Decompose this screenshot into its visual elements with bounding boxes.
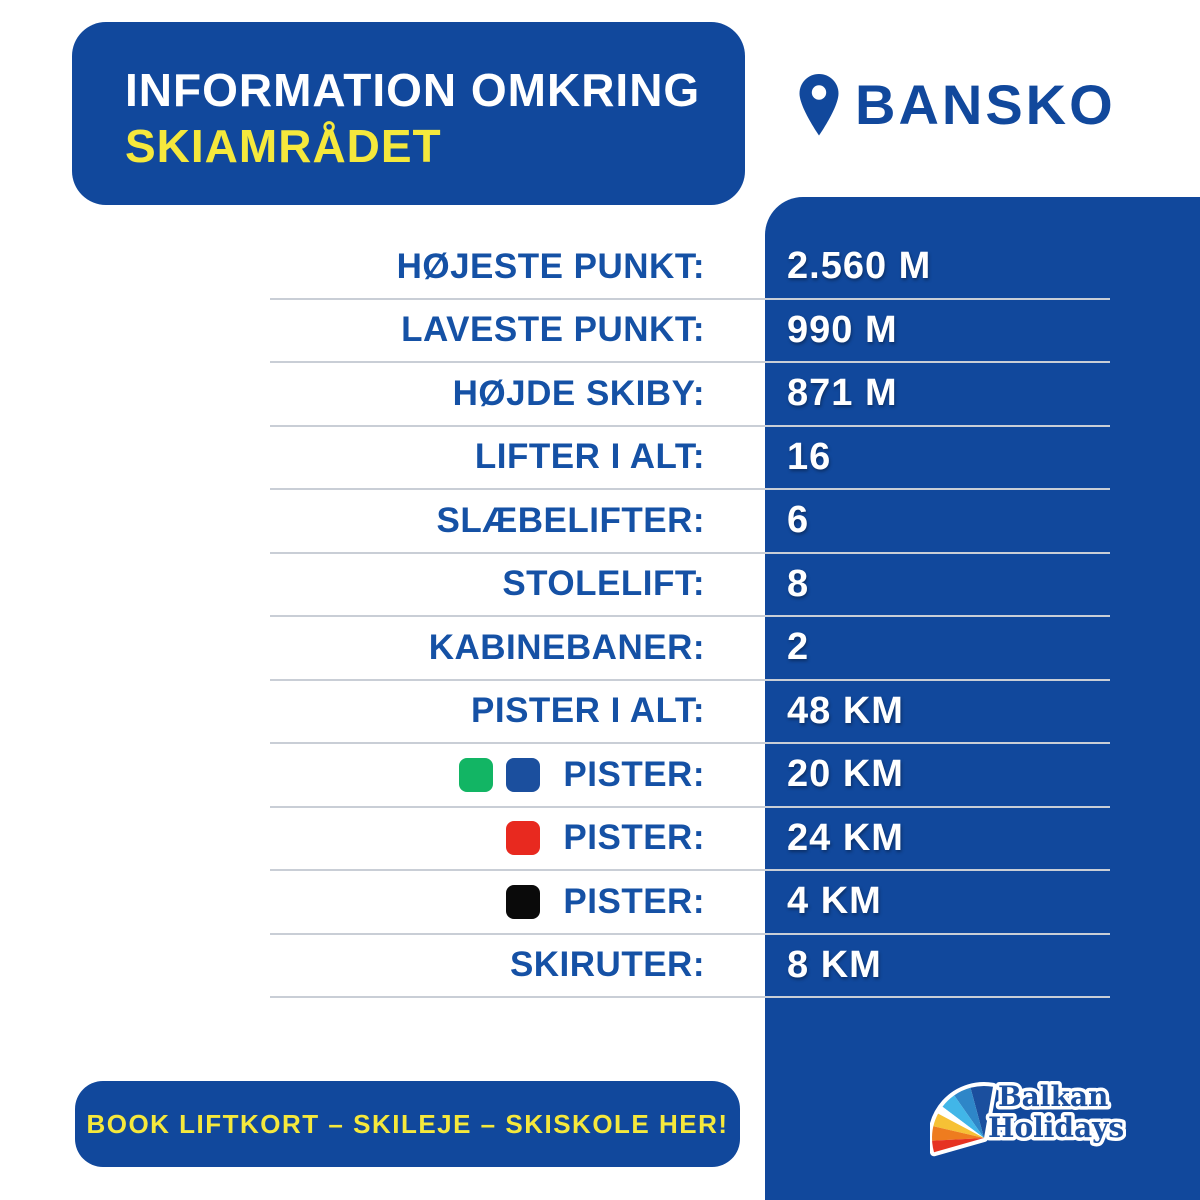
table-row: PISTER I ALT: 48 KM [270,681,1110,744]
row-value-cell: 48 KM [765,690,1110,733]
row-label: PISTER I ALT: [471,691,705,731]
row-label-cell: LIFTER I ALT: [270,437,765,477]
row-value: 20 KM [787,753,904,796]
book-cta-button[interactable]: BOOK LIFTKORT – SKILEJE – SKISKOLE HER! [75,1081,740,1167]
row-label: HØJDE SKIBY: [452,373,705,413]
row-label: LIFTER I ALT: [474,437,705,477]
row-label: STOLELIFT: [502,564,705,604]
row-value-cell: 8 [765,563,1110,606]
row-label-cell: HØJESTE PUNKT: [270,247,765,287]
logo-text-line1: Balkan [998,1080,1108,1113]
row-label: LAVESTE PUNKT: [401,310,705,350]
row-label-cell: PISTER: [270,818,765,858]
header-box: INFORMATION OMKRING SKIAMRÅDET [72,22,745,205]
table-row: PISTER: 4 KM [270,871,1110,935]
logo-text-line2: Holidays [988,1111,1124,1144]
row-label-cell: PISTER: [270,755,765,795]
row-label: PISTER: [563,818,705,858]
row-label: KABINEBANER: [428,627,705,667]
values-panel-background [765,197,1200,1200]
row-value: 871 M [787,372,898,415]
row-value-cell: 20 KM [765,753,1110,796]
row-label-cell: HØJDE SKIBY: [270,374,765,414]
table-row: LAVESTE PUNKT: 990 M [270,300,1110,363]
row-label-cell: SLÆBELIFTER: [270,501,765,541]
row-value: 8 KM [787,943,882,986]
table-row: LIFTER I ALT: 16 [270,427,1110,490]
green-piste-swatch [459,757,494,792]
row-value: 4 KM [787,880,882,923]
table-row: PISTER: 20 KM [270,744,1110,808]
row-value: 2.560 M [787,245,932,288]
black-piste-swatch [506,884,541,919]
row-label: SLÆBELIFTER: [436,500,705,540]
row-value: 990 M [787,308,898,351]
row-value-cell: 2 [765,626,1110,669]
page-title-line2: SKIAMRÅDET [125,120,442,172]
row-value-cell: 4 KM [765,880,1110,923]
row-value-cell: 24 KM [765,817,1110,860]
row-label-cell: KABINEBANER: [270,628,765,668]
table-row: STOLELIFT: 8 [270,554,1110,617]
table-row: KABINEBANER: 2 [270,617,1110,681]
row-value-cell: 8 KM [765,944,1110,987]
row-label-cell: SKIRUTER: [270,945,765,985]
row-label: SKIRUTER: [509,945,705,985]
row-value-cell: 871 M [765,372,1110,415]
row-value-cell: 16 [765,436,1110,479]
row-label-cell: PISTER I ALT: [270,691,765,731]
page-title-line1: INFORMATION OMKRING [125,64,701,116]
row-value-cell: 6 [765,499,1110,542]
table-row: HØJDE SKIBY: 871 M [270,363,1110,427]
row-value: 24 KM [787,816,904,859]
balkan-holidays-logo: Balkan Holidays [930,1077,1126,1157]
row-value: 8 [787,562,810,605]
row-value-cell: 990 M [765,309,1110,352]
row-label: PISTER: [563,754,705,794]
row-label-cell: LAVESTE PUNKT: [270,310,765,350]
table-row: SLÆBELIFTER: 6 [270,490,1110,554]
row-label: HØJESTE PUNKT: [396,246,705,286]
row-label-cell: PISTER: [270,882,765,922]
table-row: HØJESTE PUNKT: 2.560 M [270,236,1110,300]
row-value: 6 [787,499,810,542]
logo-fan-icon [930,1082,997,1157]
book-cta-label: BOOK LIFTKORT – SKILEJE – SKISKOLE HER! [86,1108,729,1139]
stats-table: HØJESTE PUNKT: 2.560 M LAVESTE PUNKT: 99… [270,236,1110,998]
row-value: 48 KM [787,689,904,732]
table-row: PISTER: 24 KM [270,808,1110,871]
row-label: PISTER: [563,881,705,921]
row-label-cell: STOLELIFT: [270,564,765,604]
location-name: BANSKO [855,73,1116,136]
row-value-cell: 2.560 M [765,245,1110,288]
row-value: 16 [787,435,832,478]
map-pin-icon [799,73,839,135]
blue-piste-swatch [506,757,541,792]
red-piste-swatch [506,821,541,856]
row-value: 2 [787,626,810,669]
table-row: SKIRUTER: 8 KM [270,935,1110,998]
location: BANSKO [799,72,1116,137]
